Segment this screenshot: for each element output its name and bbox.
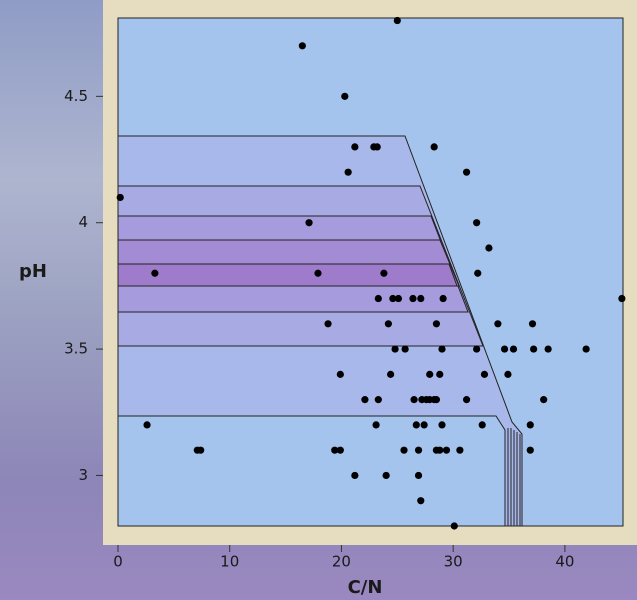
- point: [314, 270, 321, 277]
- point: [417, 497, 424, 504]
- point: [494, 320, 501, 327]
- point: [409, 295, 416, 302]
- x-tick-label: 40: [555, 553, 574, 571]
- point: [337, 447, 344, 454]
- point: [463, 396, 470, 403]
- point: [545, 345, 552, 352]
- contour-region: [118, 264, 457, 286]
- point: [479, 421, 486, 428]
- point: [383, 472, 390, 479]
- point: [324, 320, 331, 327]
- x-axis-title: C/N: [348, 577, 383, 598]
- point: [473, 345, 480, 352]
- x-tick-label: 20: [332, 553, 351, 571]
- point: [433, 320, 440, 327]
- point: [151, 270, 158, 277]
- point: [417, 295, 424, 302]
- point: [436, 371, 443, 378]
- point: [387, 371, 394, 378]
- point: [337, 371, 344, 378]
- point: [463, 169, 470, 176]
- chart: pH C/N 0 10 20 30 40 3 3.5 4 4.5: [0, 0, 637, 600]
- point: [618, 295, 625, 302]
- point: [351, 472, 358, 479]
- point: [440, 295, 447, 302]
- point: [529, 320, 536, 327]
- point: [413, 421, 420, 428]
- point: [299, 42, 306, 49]
- point: [143, 421, 150, 428]
- point: [530, 345, 537, 352]
- point: [436, 447, 443, 454]
- y-tick-label: 3.5: [64, 340, 88, 358]
- point: [361, 396, 368, 403]
- point: [438, 421, 445, 428]
- point: [456, 447, 463, 454]
- point: [372, 421, 379, 428]
- point: [438, 345, 445, 352]
- point: [197, 447, 204, 454]
- point: [375, 295, 382, 302]
- point: [415, 472, 422, 479]
- point: [481, 371, 488, 378]
- x-tick-label: 10: [220, 553, 239, 571]
- point: [473, 219, 480, 226]
- point: [395, 295, 402, 302]
- point: [391, 345, 398, 352]
- point: [415, 447, 422, 454]
- point: [527, 447, 534, 454]
- point: [394, 17, 401, 24]
- point: [433, 396, 440, 403]
- point: [305, 219, 312, 226]
- y-tick-label: 3: [78, 466, 88, 484]
- point: [426, 371, 433, 378]
- point: [474, 270, 481, 277]
- page: {"chart_data": {"type": "scatter", "xlab…: [0, 0, 637, 600]
- point: [410, 396, 417, 403]
- x-tick-label: 30: [444, 553, 463, 571]
- point: [385, 320, 392, 327]
- point: [501, 345, 508, 352]
- point: [375, 396, 382, 403]
- point: [431, 143, 438, 150]
- point: [380, 270, 387, 277]
- point: [341, 93, 348, 100]
- point: [117, 194, 124, 201]
- point: [351, 143, 358, 150]
- point: [540, 396, 547, 403]
- point: [421, 421, 428, 428]
- point: [345, 169, 352, 176]
- point: [443, 447, 450, 454]
- point: [485, 244, 492, 251]
- y-tick-label: 4: [78, 213, 88, 231]
- point: [402, 345, 409, 352]
- point: [374, 143, 381, 150]
- point: [510, 345, 517, 352]
- point: [527, 421, 534, 428]
- point: [504, 371, 511, 378]
- point: [400, 447, 407, 454]
- y-axis-title: pH: [19, 261, 47, 282]
- point: [451, 522, 458, 529]
- x-tick-label: 0: [113, 553, 123, 571]
- point: [583, 345, 590, 352]
- y-tick-label: 4.5: [64, 87, 88, 105]
